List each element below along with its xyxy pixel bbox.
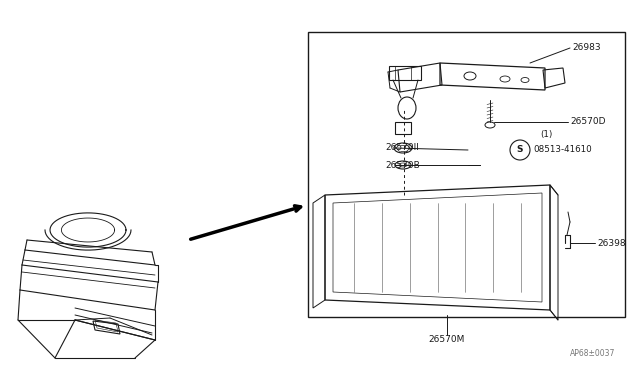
Text: 26983: 26983 (572, 44, 600, 52)
Text: 26398: 26398 (597, 238, 626, 247)
Bar (308, 32, 625, 317)
Text: 26570M: 26570M (429, 334, 465, 343)
Text: 26570II: 26570II (385, 144, 419, 153)
Text: 08513-41610: 08513-41610 (533, 145, 592, 154)
Text: 26570B: 26570B (385, 160, 420, 170)
Bar (395, 122, 411, 134)
Text: 26570D: 26570D (570, 118, 605, 126)
Text: (1): (1) (540, 129, 552, 138)
Text: S: S (516, 145, 524, 154)
Text: AP68±0037: AP68±0037 (570, 349, 615, 358)
